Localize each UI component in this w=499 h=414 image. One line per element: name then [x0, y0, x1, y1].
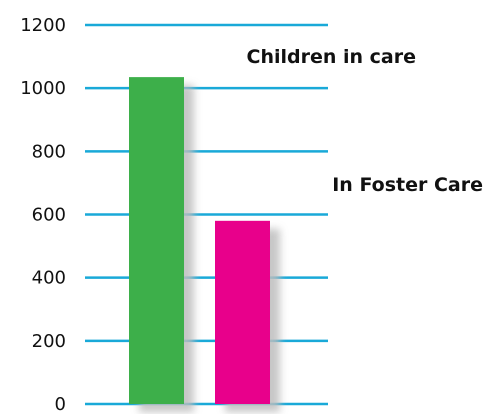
y-tick-label: 200 [32, 331, 66, 352]
category-label: Children in care [247, 46, 417, 68]
y-tick-label: 1200 [20, 15, 66, 36]
y-tick-label: 600 [32, 205, 66, 226]
y-tick-label: 800 [32, 141, 66, 162]
y-tick-label: 400 [32, 268, 66, 289]
y-tick-label: 0 [55, 394, 66, 414]
category-label: In Foster Care [332, 174, 483, 196]
bar [215, 220, 270, 404]
bar [129, 77, 184, 405]
y-tick-label: 1000 [20, 78, 66, 99]
